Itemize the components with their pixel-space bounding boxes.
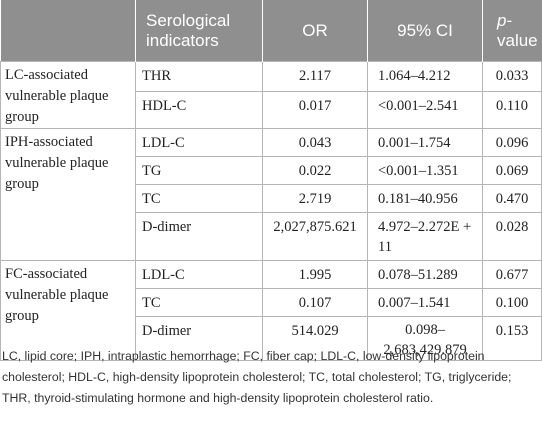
table-row: TC 2.719 0.181–40.956 0.470 bbox=[1, 184, 542, 213]
ci-cell: <0.001–1.351 bbox=[367, 156, 483, 185]
table-row: D-dimer 514.029 0.098–2,683,429.879 0.15… bbox=[1, 316, 542, 361]
header-p-rest: -value bbox=[497, 10, 538, 50]
p-cell: 0.028 bbox=[482, 212, 542, 261]
p-cell: 0.069 bbox=[482, 156, 542, 185]
indicator-cell: TG bbox=[135, 156, 263, 185]
p-cell: 0.153 bbox=[482, 316, 542, 361]
table-row: TC 0.107 0.007–1.541 0.100 bbox=[1, 288, 542, 317]
indicator-cell: LDL-C bbox=[135, 260, 263, 289]
logistic-regression-table: Serological indicators OR 95% CI p-value… bbox=[0, 0, 542, 361]
ci-cell: 0.001–1.754 bbox=[367, 128, 483, 157]
or-cell: 2,027,875.621 bbox=[262, 212, 368, 261]
indicator-cell: TC bbox=[135, 288, 263, 317]
table-row: FC-associated vulnerable plaque group LD… bbox=[0, 260, 542, 361]
group-label-iph: IPH-associated vulnerable plaque group bbox=[0, 128, 136, 261]
ci-cell: 0.181–40.956 bbox=[367, 184, 483, 213]
p-cell: 0.033 bbox=[482, 60, 542, 93]
p-cell: 0.096 bbox=[482, 128, 542, 157]
table-row: IPH-associated vulnerable plaque group L… bbox=[0, 128, 542, 261]
header-p-italic: p bbox=[497, 10, 507, 30]
or-cell: 0.107 bbox=[262, 288, 368, 317]
ci-cell: 1.064–4.212 bbox=[367, 60, 483, 93]
header-ci: 95% CI bbox=[367, 0, 483, 62]
group-label-lc: LC-associated vulnerable plaque group bbox=[0, 61, 136, 129]
or-cell: 0.017 bbox=[262, 91, 368, 129]
p-cell: 0.100 bbox=[482, 288, 542, 317]
ci-cell: 0.007–1.541 bbox=[367, 288, 483, 317]
table-row: TG 0.022 <0.001–1.351 0.069 bbox=[1, 156, 542, 185]
or-cell: 514.029 bbox=[262, 316, 368, 361]
ci-cell: 4.972–2.272E + 11 bbox=[367, 212, 483, 261]
ci-cell: 0.078–51.289 bbox=[367, 260, 483, 289]
indicator-cell: LDL-C bbox=[135, 128, 263, 157]
table-row: HDL-C 0.017 <0.001–2.541 0.110 bbox=[1, 91, 542, 129]
p-cell: 0.110 bbox=[482, 91, 542, 129]
ci-cell: 0.098–2,683,429.879 bbox=[367, 316, 483, 361]
or-cell: 0.022 bbox=[262, 156, 368, 185]
p-cell: 0.677 bbox=[482, 260, 542, 289]
indicator-cell: THR bbox=[135, 60, 263, 93]
indicator-cell: HDL-C bbox=[135, 91, 263, 129]
results-table-container: Serological indicators OR 95% CI p-value… bbox=[0, 0, 542, 361]
indicator-cell: TC bbox=[135, 184, 263, 213]
table-row: LC-associated vulnerable plaque group TH… bbox=[0, 60, 542, 129]
indicator-cell: D-dimer bbox=[135, 212, 263, 261]
header-group bbox=[0, 0, 136, 62]
or-cell: 1.995 bbox=[262, 260, 368, 289]
table-header-row: Serological indicators OR 95% CI p-value bbox=[0, 0, 542, 62]
header-indicator: Serological indicators bbox=[135, 0, 263, 62]
or-cell: 2.719 bbox=[262, 184, 368, 213]
group-label-fc: FC-associated vulnerable plaque group bbox=[0, 260, 136, 361]
or-cell: 0.043 bbox=[262, 128, 368, 157]
table-footnote: LC, lipid core; IPH, intraplastic hemorr… bbox=[2, 349, 512, 405]
or-cell: 2.117 bbox=[262, 60, 368, 93]
p-cell: 0.470 bbox=[482, 184, 542, 213]
header-or: OR bbox=[262, 0, 368, 62]
header-p-value: p-value bbox=[482, 0, 542, 62]
ci-cell: <0.001–2.541 bbox=[367, 91, 483, 129]
